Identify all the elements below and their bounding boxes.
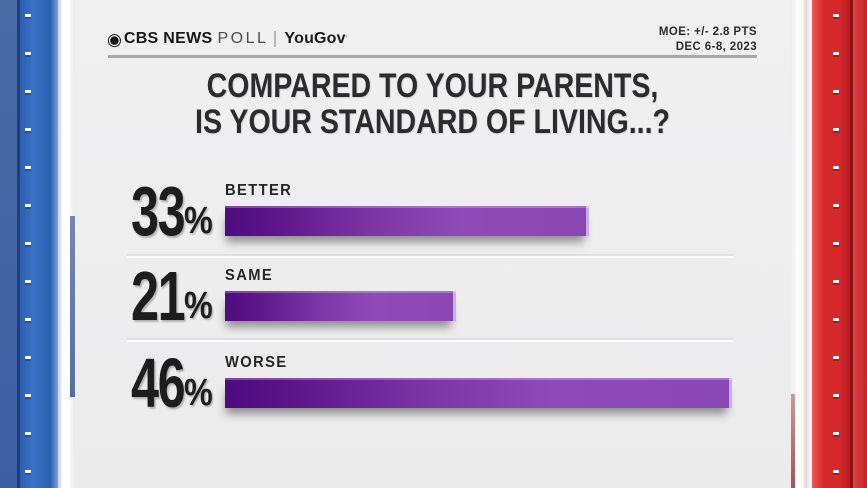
poll-date: DEC 6-8, 2023 (675, 40, 757, 53)
show-name: POLL (217, 30, 269, 47)
left-blue-accent-stripe (70, 216, 75, 397)
right-panel-rivets (833, 0, 839, 488)
title-line-1: COMPARED TO YOUR PARENTS, (206, 67, 659, 105)
percent-sign: % (183, 285, 213, 328)
network-name: CBS NEWS (123, 30, 213, 47)
right-panel-seam (850, 0, 853, 488)
category-label-better: BETTER (225, 182, 293, 199)
percent-sign: % (183, 372, 213, 415)
right-red-accent-stripe (791, 394, 795, 488)
row-divider (127, 254, 733, 256)
poll-metadata: MOE: +/- 2.8 PTS DEC 6-8, 2023 (659, 25, 757, 55)
category-label-worse: WORSE (225, 354, 288, 371)
percent-sign: % (183, 200, 213, 243)
brand-divider (274, 31, 277, 47)
right-panel-highlight-edge (790, 0, 807, 488)
bar-better (225, 206, 589, 236)
row-divider (127, 338, 733, 340)
value-label: 46 % (131, 344, 218, 423)
bar-worse (225, 378, 732, 408)
right-panel-outer (853, 0, 867, 488)
value-number: 46 (131, 344, 186, 423)
chart-row-same: 21 % SAME (75, 257, 790, 336)
cbs-eye-icon: ◉ (107, 29, 122, 49)
header-rule (108, 55, 757, 58)
left-panel-seam (17, 0, 20, 488)
brand-lockup: ◉ CBS NEWS POLL YouGov ’ (107, 30, 348, 48)
left-panel-outer (0, 0, 17, 488)
trademark-mark: ’ (345, 33, 348, 44)
bar-same (225, 291, 456, 321)
chart-row-worse: 46 % WORSE (75, 344, 790, 423)
chart-title: COMPARED TO YOUR PARENTS, IS YOUR STANDA… (132, 68, 733, 140)
category-label-same: SAME (225, 267, 274, 284)
partner-logo: YouGov (284, 30, 346, 47)
right-panel-red (812, 0, 850, 488)
margin-of-error: MOE: +/- 2.8 PTS (658, 26, 757, 38)
value-label: 33 % (131, 172, 218, 251)
title-line-2: IS YOUR STANDARD OF LIVING...? (195, 103, 670, 142)
chart-row-better: 33 % BETTER (75, 172, 790, 251)
value-label: 21 % (131, 257, 218, 336)
content-card: ◉ CBS NEWS POLL YouGov ’ MOE: +/- 2.8 PT… (75, 0, 790, 488)
value-number: 21 (131, 257, 186, 336)
right-panel-inner-edge (807, 0, 812, 488)
value-number: 33 (131, 172, 186, 251)
left-panel-rivets (25, 0, 31, 488)
